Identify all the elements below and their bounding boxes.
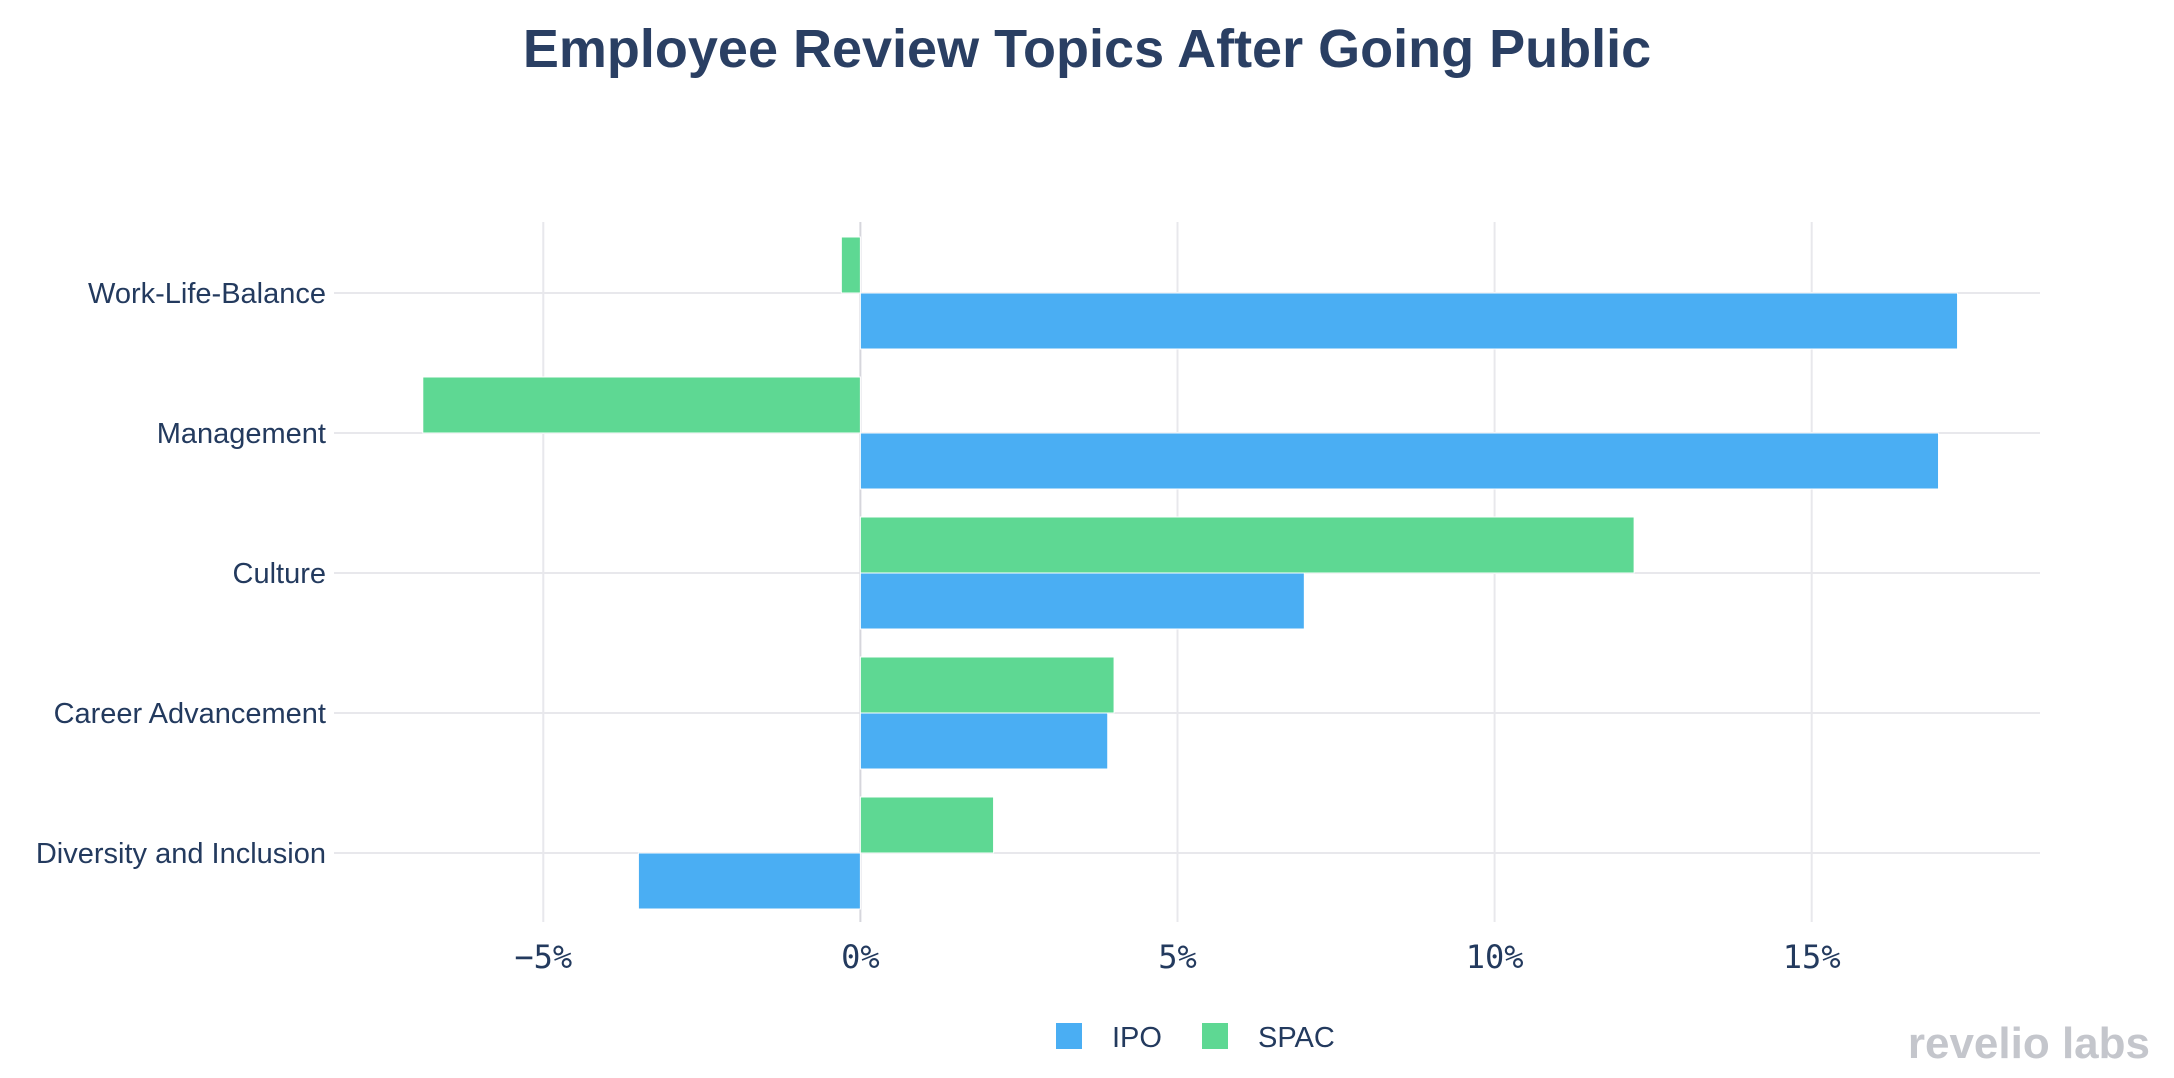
category-label: Diversity and Inclusion: [36, 838, 326, 870]
revelio-labs-logo: revelio labs: [1908, 1019, 2150, 1068]
bars-layer: [422, 236, 1959, 910]
legend-label-ipo[interactable]: IPO: [1112, 1022, 1162, 1054]
legend-swatch-spac[interactable]: [1202, 1023, 1228, 1049]
bar-ipo[interactable]: [859, 432, 1940, 490]
category-label: Work-Life-Balance: [88, 278, 326, 310]
bar-spac[interactable]: [859, 796, 995, 854]
category-label: Management: [157, 418, 326, 450]
bar-ipo[interactable]: [859, 292, 1959, 350]
category-label: Culture: [233, 558, 327, 590]
legend-label-spac[interactable]: SPAC: [1258, 1022, 1335, 1054]
bar-spac[interactable]: [859, 516, 1635, 574]
bar-ipo[interactable]: [637, 852, 861, 910]
labels-layer: Work-Life-Balance Management Culture Career…: [36, 278, 1841, 976]
x-tick-label: 10%: [1466, 938, 1524, 976]
chart-title: Employee Review Topics After Going Publi…: [522, 19, 1652, 79]
legend[interactable]: IPO SPAC: [1056, 1022, 1335, 1054]
x-tick-label: −5%: [514, 938, 572, 976]
watermark-text: revelio labs: [1908, 1019, 2150, 1068]
x-tick-label: 15%: [1783, 938, 1841, 976]
x-tick-label: 0%: [841, 938, 880, 976]
bar-ipo[interactable]: [859, 712, 1109, 770]
bar-ipo[interactable]: [859, 572, 1305, 630]
x-tick-label: 5%: [1158, 938, 1197, 976]
legend-swatch-ipo[interactable]: [1056, 1023, 1082, 1049]
bar-spac[interactable]: [840, 236, 861, 294]
category-label: Career Advancement: [54, 698, 326, 730]
bar-spac[interactable]: [859, 656, 1115, 714]
bar-spac[interactable]: [422, 376, 861, 434]
